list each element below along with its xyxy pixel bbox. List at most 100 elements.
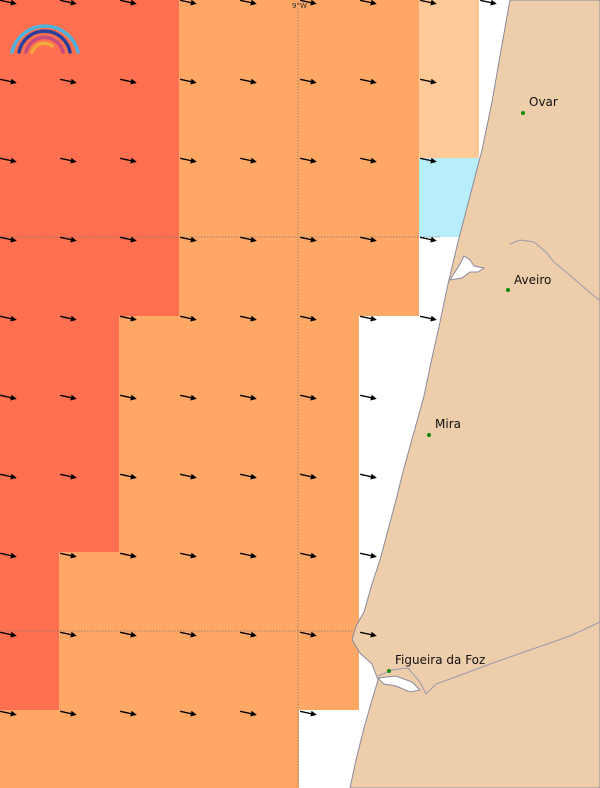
wind-arrow-icon [120,157,137,164]
cell-orange [119,316,359,552]
wind-arrow-icon [120,394,137,401]
wind-arrow-icon [180,236,197,243]
wind-arrow-icon [420,157,437,164]
city-label-aveiro: Aveiro [514,273,551,287]
wind-arrow-icon [0,315,17,322]
wind-arrow-icon [420,78,437,85]
wind-arrow-icon [0,631,17,638]
cell-dark-red [0,0,179,316]
cell-orange [59,552,359,710]
wind-arrow-icon [0,552,17,559]
aveiro-lagoon [448,255,486,281]
wind-arrow-icon [120,78,137,85]
wind-arrow-icon [240,236,257,243]
city-label-mira: Mira [435,417,461,431]
city-ovar[interactable]: Ovar [521,95,558,115]
cell-dark-red [0,552,59,710]
wind-arrow-icon [120,315,137,322]
wind-arrow-icon [60,0,77,6]
wind-arrow-icon [60,631,77,638]
wind-arrow-icon [0,394,17,401]
wind-arrow-icon [60,315,77,322]
wind-arrow-icon [300,631,317,638]
wind-arrow-icon [360,473,377,480]
land-area [349,0,600,788]
wind-arrow-icon [60,552,77,559]
wind-arrow-icon [360,157,377,164]
wind-arrow-icon [300,0,317,6]
wind-arrow-icon [240,0,257,6]
wind-arrow-icon [60,710,77,717]
wind-arrow-icon [180,315,197,322]
wind-arrow-icon [300,552,317,559]
wind-arrow-icon [60,236,77,243]
wind-arrow-icon [360,78,377,85]
city-label-ovar: Ovar [529,95,558,109]
wind-arrow-icon [120,236,137,243]
cell-light-orange [419,0,479,158]
wind-arrow-icon [180,78,197,85]
wind-arrow-icon [240,552,257,559]
wind-arrow-icon [180,0,197,6]
city-marker [427,433,431,437]
wind-arrow-icon [420,315,437,322]
wind-arrow-icon [180,631,197,638]
wind-arrow-icon [300,78,317,85]
wind-arrow-icon [120,631,137,638]
wind-arrow-icon [240,315,257,322]
wind-arrow-icon [360,552,377,559]
wind-arrow-icon [240,710,257,717]
wind-arrow-icon [0,473,17,480]
wind-arrow-icon [0,0,17,6]
longitude-label: 9°W [292,2,307,10]
rainbow-logo-icon [10,24,80,54]
mondego-estuary [376,675,422,693]
city-aveiro[interactable]: Aveiro [506,273,551,292]
wind-arrow-icon [420,0,437,6]
city-marker [506,288,510,292]
wind-arrow-icon [240,631,257,638]
city-figueira-da-foz[interactable]: Figueira da Foz [387,653,485,673]
cell-orange [0,710,299,788]
wind-arrow-icon [60,157,77,164]
city-marker [387,669,391,673]
wind-arrow-icon [120,473,137,480]
wind-arrow-icon [180,473,197,480]
wind-arrows [0,0,497,717]
wind-arrow-icon [240,78,257,85]
wind-arrow-icon [180,157,197,164]
wind-arrow-icon [120,0,137,6]
wind-arrow-icon [180,552,197,559]
city-label-figueira-da-foz: Figueira da Foz [395,653,485,667]
wind-arrow-icon [360,315,377,322]
wind-arrow-icon [0,157,17,164]
wind-arrow-icon [240,157,257,164]
wind-arrow-icon [60,78,77,85]
wind-arrow-icon [120,552,137,559]
wind-arrow-icon [300,315,317,322]
wind-arrow-icon [0,78,17,85]
wind-arrow-icon [360,394,377,401]
wind-arrow-icon [300,394,317,401]
wind-arrow-icon [300,236,317,243]
wind-arrow-icon [240,473,257,480]
cell-dark-red [0,316,119,552]
city-marker [521,111,525,115]
wind-arrow-icon [180,710,197,717]
graticule [0,8,440,788]
wind-arrow-icon [120,710,137,717]
wind-arrow-icon [60,394,77,401]
wind-arrow-icon [0,236,17,243]
city-mira[interactable]: Mira [427,417,461,437]
wind-arrow-icon [360,236,377,243]
wind-arrow-icon [360,0,377,6]
wind-arrow-icon [300,710,317,717]
wind-arrow-icon [240,394,257,401]
wind-arrow-icon [0,710,17,717]
wind-arrow-icon [360,631,377,638]
wind-arrow-icon [420,236,437,243]
wind-arrow-icon [300,157,317,164]
rivers [377,239,600,695]
